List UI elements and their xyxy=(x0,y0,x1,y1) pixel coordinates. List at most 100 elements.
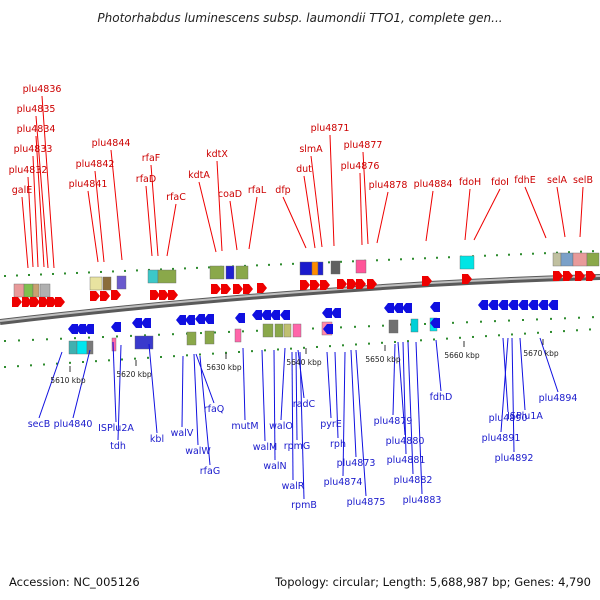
gene-label-kbl[interactable]: kbl xyxy=(150,434,164,445)
gene-label-plu4892[interactable]: plu4892 xyxy=(495,453,534,464)
gene-label-walR[interactable]: walR xyxy=(282,481,305,492)
forward-gene-arrow[interactable] xyxy=(553,271,563,281)
reverse-gene-arrow[interactable] xyxy=(498,300,508,310)
reverse-gene-arrow[interactable] xyxy=(204,314,214,324)
forward-gene-arrow[interactable] xyxy=(367,279,377,289)
reverse-gene-arrow[interactable] xyxy=(141,318,151,328)
reverse-gene-arrow[interactable] xyxy=(538,300,548,310)
forward-gene-arrow[interactable] xyxy=(422,276,432,286)
forward-gene-arrow[interactable] xyxy=(320,280,330,290)
reverse-gene-arrow[interactable] xyxy=(252,310,262,320)
gene-label-plu4832[interactable]: plu4832 xyxy=(9,165,48,176)
reverse-gene-arrow[interactable] xyxy=(84,324,94,334)
feature-block[interactable] xyxy=(572,252,588,267)
feature-block[interactable] xyxy=(186,331,197,346)
reverse-gene-arrow[interactable] xyxy=(270,310,280,320)
reverse-gene-arrow[interactable] xyxy=(322,308,332,318)
reverse-gene-arrow[interactable] xyxy=(76,324,86,334)
feature-block[interactable] xyxy=(311,261,319,276)
feature-block[interactable] xyxy=(586,252,600,267)
forward-gene-arrow[interactable] xyxy=(243,284,253,294)
forward-gene-arrow[interactable] xyxy=(90,291,100,301)
reverse-gene-arrow[interactable] xyxy=(323,324,333,334)
reverse-gene-arrow[interactable] xyxy=(185,315,195,325)
gene-label-plu4874[interactable]: plu4874 xyxy=(324,477,363,488)
gene-label-fdhD[interactable]: fdhD xyxy=(430,392,453,403)
gene-label-fdoH[interactable]: fdoH xyxy=(459,177,481,188)
feature-block[interactable] xyxy=(234,328,242,343)
reverse-gene-arrow[interactable] xyxy=(508,300,518,310)
gene-label-pyrE[interactable]: pyrE xyxy=(320,419,342,430)
gene-label-rfaD[interactable]: rfaD xyxy=(136,174,156,185)
gene-label-plu4883[interactable]: plu4883 xyxy=(403,495,442,506)
forward-gene-arrow[interactable] xyxy=(30,297,40,307)
gene-label-kdtX[interactable]: kdtX xyxy=(206,149,228,160)
gene-label-galE[interactable]: galE xyxy=(12,185,33,196)
gene-label-walV[interactable]: walV xyxy=(171,428,194,439)
forward-gene-arrow[interactable] xyxy=(150,290,160,300)
feature-block[interactable] xyxy=(23,283,34,298)
gene-label-walW[interactable]: walW xyxy=(185,446,211,457)
forward-gene-arrow[interactable] xyxy=(300,280,310,290)
feature-block[interactable] xyxy=(330,260,341,275)
gene-label-ISPlu1A[interactable]: ISPlu1A xyxy=(507,411,543,422)
feature-block[interactable] xyxy=(225,265,235,280)
gene-label-mutM[interactable]: mutM xyxy=(231,421,258,432)
reverse-gene-arrow[interactable] xyxy=(478,300,488,310)
feature-block[interactable] xyxy=(388,319,399,334)
gene-label-plu4841[interactable]: plu4841 xyxy=(69,179,108,190)
reverse-gene-arrow[interactable] xyxy=(518,300,528,310)
forward-gene-arrow[interactable] xyxy=(575,271,585,281)
reverse-gene-arrow[interactable] xyxy=(111,322,121,332)
gene-label-ISPlu2A[interactable]: ISPlu2A xyxy=(98,423,134,434)
forward-gene-arrow[interactable] xyxy=(22,297,32,307)
forward-gene-arrow[interactable] xyxy=(356,279,366,289)
reverse-gene-arrow[interactable] xyxy=(528,300,538,310)
gene-label-rfaL[interactable]: rfaL xyxy=(248,185,267,196)
feature-block[interactable] xyxy=(89,276,103,291)
forward-gene-arrow[interactable] xyxy=(168,290,178,300)
gene-label-plu4875[interactable]: plu4875 xyxy=(347,497,386,508)
gene-label-plu4842[interactable]: plu4842 xyxy=(76,159,115,170)
gene-label-rfaG[interactable]: rfaG xyxy=(200,466,220,477)
reverse-gene-arrow[interactable] xyxy=(132,318,142,328)
gene-label-plu4840[interactable]: plu4840 xyxy=(54,419,93,430)
reverse-gene-arrow[interactable] xyxy=(393,303,403,313)
gene-label-plu4833[interactable]: plu4833 xyxy=(14,144,53,155)
gene-label-fdhE[interactable]: fdhE xyxy=(514,175,535,186)
gene-label-rfaC[interactable]: rfaC xyxy=(166,192,186,203)
gene-label-rpmB[interactable]: rpmB xyxy=(291,500,317,511)
gene-label-secB[interactable]: secB xyxy=(28,419,51,430)
reverse-gene-arrow[interactable] xyxy=(235,313,245,323)
feature-block[interactable] xyxy=(552,252,562,267)
feature-block[interactable] xyxy=(68,340,78,355)
feature-block[interactable] xyxy=(292,323,302,338)
feature-block[interactable] xyxy=(147,269,159,284)
forward-gene-arrow[interactable] xyxy=(233,284,243,294)
feature-block[interactable] xyxy=(86,340,94,355)
forward-gene-arrow[interactable] xyxy=(39,297,49,307)
reverse-gene-arrow[interactable] xyxy=(68,324,78,334)
feature-block[interactable] xyxy=(209,265,225,280)
forward-gene-arrow[interactable] xyxy=(159,290,169,300)
feature-block[interactable] xyxy=(204,330,215,345)
gene-label-plu4877[interactable]: plu4877 xyxy=(344,140,383,151)
feature-block[interactable] xyxy=(134,335,154,350)
gene-label-dfp[interactable]: dfp xyxy=(275,185,290,196)
gene-label-coaD[interactable]: coaD xyxy=(218,189,242,200)
feature-block[interactable] xyxy=(560,252,574,267)
reverse-gene-arrow[interactable] xyxy=(402,303,412,313)
forward-gene-arrow[interactable] xyxy=(111,290,121,300)
feature-block[interactable] xyxy=(299,261,313,276)
forward-gene-arrow[interactable] xyxy=(221,284,231,294)
gene-label-plu4890[interactable]: plu4890 xyxy=(489,413,528,424)
feature-block[interactable] xyxy=(262,323,274,338)
feature-block[interactable] xyxy=(317,261,324,276)
feature-block[interactable] xyxy=(116,275,127,290)
gene-label-rfaQ[interactable]: rfaQ xyxy=(204,404,225,415)
forward-gene-arrow[interactable] xyxy=(55,297,65,307)
gene-label-plu4882[interactable]: plu4882 xyxy=(394,475,433,486)
reverse-gene-arrow[interactable] xyxy=(261,310,271,320)
feature-block[interactable] xyxy=(283,323,292,338)
gene-label-plu4835[interactable]: plu4835 xyxy=(17,104,56,115)
